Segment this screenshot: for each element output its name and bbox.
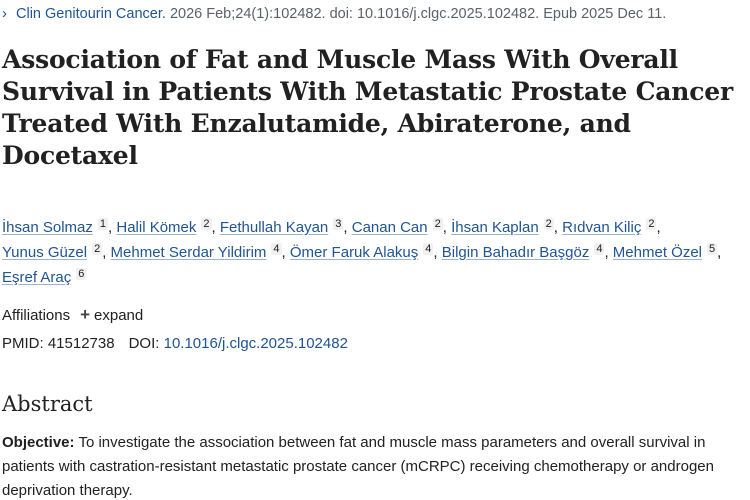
doi-link[interactable]: 10.1016/j.clgc.2025.102482 <box>163 335 348 352</box>
affiliations-toggle[interactable]: Affiliations + expand <box>2 305 143 326</box>
affiliation-number[interactable]: 4 <box>423 243 434 255</box>
author-name-link[interactable]: Eşref Araç <box>2 269 72 286</box>
affiliations-label: Affiliations <box>2 307 71 324</box>
affiliation-number[interactable]: 3 <box>333 218 344 230</box>
affiliation-number[interactable]: 4 <box>271 243 282 255</box>
pmid-value: 41512738 <box>47 335 115 352</box>
author-list: İhsan Solmaz 1, Halil Kömek 2, Fethullah K… <box>2 218 722 286</box>
article-identifiers: PMID: 41512738 DOI: 10.1016/j.clgc.2025.1… <box>2 334 348 354</box>
article-title: Association of Fat and Muscle Mass With … <box>2 45 733 170</box>
author-name-link[interactable]: Fethullah Kayan <box>219 219 329 236</box>
affiliation-number[interactable]: 2 <box>201 218 212 230</box>
author-name-link[interactable]: Ömer Faruk Alakuş <box>289 244 419 261</box>
citation-line: › Clin Genitourin Cancer. 2026 Feb;24(1):… <box>2 4 666 24</box>
author-item: Canan Can 2 <box>351 218 443 236</box>
author-name-link[interactable]: Bilgin Bahadır Başgöz <box>441 244 590 261</box>
doi-label: DOI: <box>128 335 160 352</box>
affiliation-number[interactable]: 4 <box>594 243 605 255</box>
journal-link[interactable]: Clin Genitourin Cancer. <box>16 6 166 22</box>
affiliation-number[interactable]: 2 <box>543 218 554 230</box>
author-item: Halil Kömek 2 <box>116 218 212 236</box>
author-item: Mehmet Serdar Yildirim 4 <box>110 243 282 261</box>
affiliation-number[interactable]: 2 <box>646 218 657 230</box>
author-name-link[interactable]: Yunus Güzel <box>2 244 88 261</box>
author-item: Fethullah Kayan 3 <box>219 218 344 236</box>
affiliation-number[interactable]: 2 <box>92 243 103 255</box>
affiliation-number[interactable]: 5 <box>707 243 718 255</box>
author-item: Rıdvan Kiliç 2 <box>562 218 657 236</box>
author-item: Bilgin Bahadır Başgöz 4 <box>441 243 605 261</box>
author-item: Yunus Güzel 2 <box>2 243 103 261</box>
citation-details: 2026 Feb;24(1):102482. doi: 10.1016/j.cl… <box>169 6 667 22</box>
plus-icon[interactable]: + <box>80 305 91 324</box>
author-name-link[interactable]: Canan Can <box>351 219 428 236</box>
expand-label[interactable]: expand <box>94 307 144 324</box>
pmid-label: PMID: <box>2 335 44 352</box>
author-item: İhsan Kaplan 2 <box>451 218 554 236</box>
author-name-link[interactable]: Mehmet Serdar Yildirim <box>110 244 267 261</box>
objective-text: To investigate the association between f… <box>2 434 714 499</box>
author-item: Eşref Araç 6 <box>2 268 87 286</box>
abstract-objective: Objective: To investigate the associatio… <box>2 431 732 500</box>
author-name-link[interactable]: Mehmet Özel <box>612 244 702 261</box>
affiliation-number[interactable]: 6 <box>76 268 87 280</box>
author-item: İhsan Solmaz 1 <box>2 218 109 236</box>
author-name-link[interactable]: Halil Kömek <box>116 219 197 236</box>
chevron-right-icon[interactable]: › <box>2 5 7 22</box>
author-name-link[interactable]: İhsan Solmaz <box>2 219 93 236</box>
author-item: Ömer Faruk Alakuş 4 <box>289 243 434 261</box>
objective-label: Objective: <box>2 434 75 451</box>
abstract-heading: Abstract <box>2 392 93 416</box>
author-item: Mehmet Özel 5 <box>612 243 718 261</box>
affiliation-number[interactable]: 1 <box>97 218 109 230</box>
author-name-link[interactable]: Rıdvan Kiliç <box>562 219 642 236</box>
author-name-link[interactable]: İhsan Kaplan <box>451 219 539 236</box>
affiliation-number[interactable]: 2 <box>432 218 443 230</box>
